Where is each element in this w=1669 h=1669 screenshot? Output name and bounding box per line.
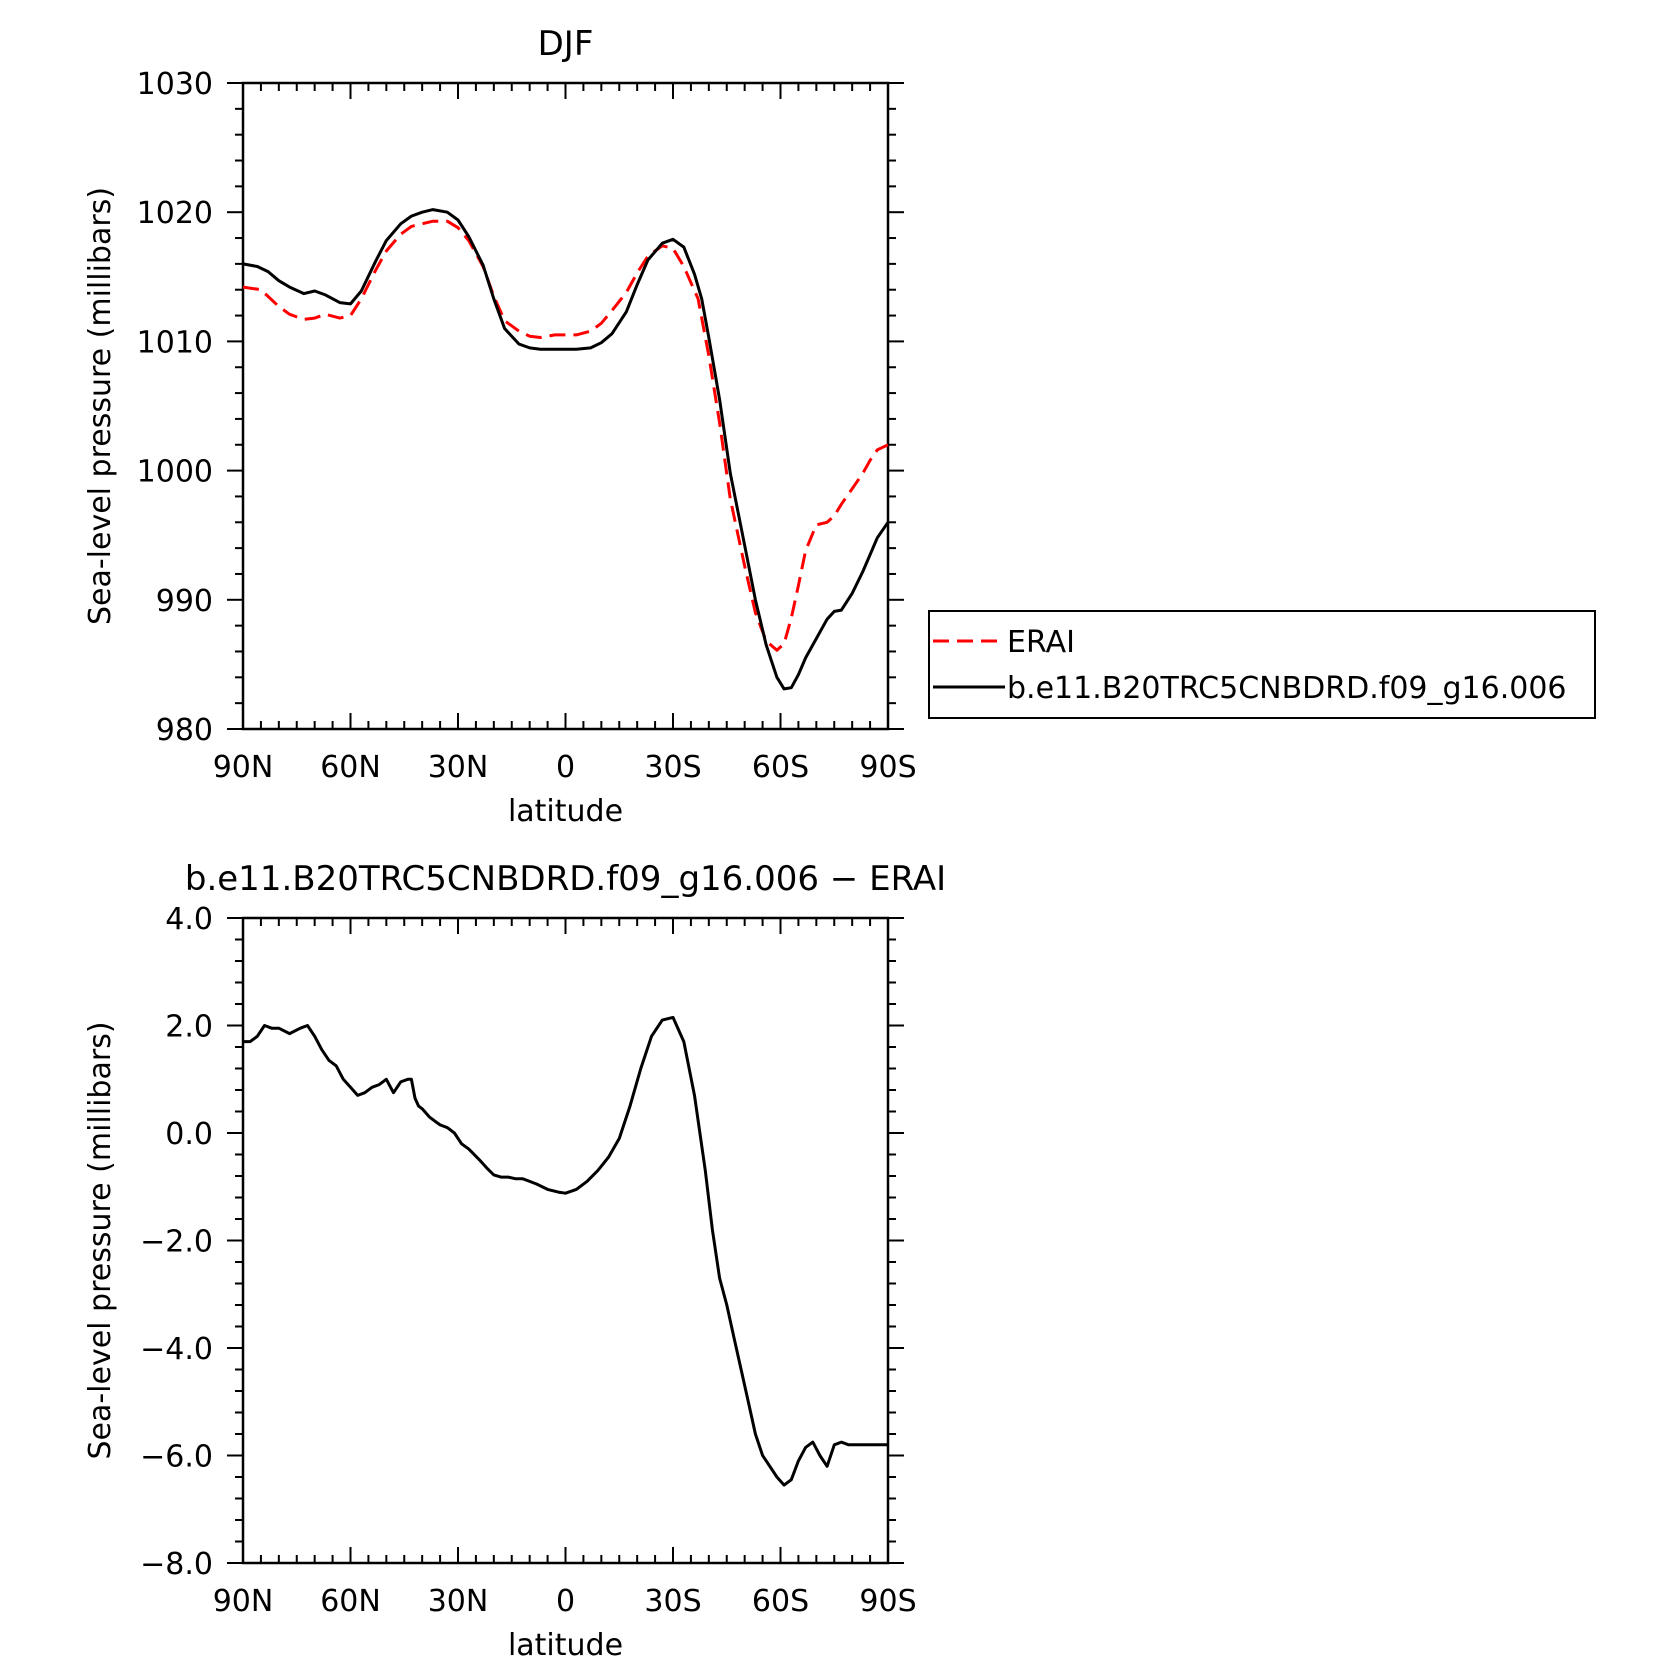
x-tick-label: 90S <box>859 1584 916 1619</box>
legend-label-1: b.e11.B20TRC5CNBDRD.f09_g16.006 <box>1007 671 1567 706</box>
x-tick-label: 0 <box>556 750 575 785</box>
x-tick-label: 30S <box>644 1584 701 1619</box>
x-tick-label: 60S <box>752 750 809 785</box>
y-tick-label: 990 <box>156 584 213 619</box>
panel-djf: DJF 90N 60N 30N 0 30S 60S 90S 980 990 1000 1010 1020… <box>83 24 917 829</box>
series-line-1 <box>242 208 890 691</box>
y-axis-label: Sea-level pressure (millibars) <box>83 187 118 625</box>
y-tick-label: −6.0 <box>140 1440 213 1475</box>
y-tick-label: −8.0 <box>140 1547 213 1582</box>
series-line-0 <box>242 219 889 652</box>
y-axis-label: Sea-level pressure (millibars) <box>83 1021 118 1459</box>
x-axis-label: latitude <box>508 794 623 829</box>
x-tick-label: 90S <box>859 750 916 785</box>
x-tick-label: 90N <box>213 1584 274 1619</box>
plot-frame <box>241 81 890 731</box>
y-tick-label: −2.0 <box>140 1225 213 1260</box>
x-tick-label: 90N <box>213 750 274 785</box>
legend-label-0: ERAI <box>1007 625 1075 660</box>
y-tick-label: 1030 <box>137 67 213 102</box>
panel-difference: b.e11.B20TRC5CNBDRD.f09_g16.006 − ERAI 90… <box>83 859 946 1663</box>
y-tick-label: 1010 <box>137 325 213 360</box>
x-tick-label: 30N <box>428 750 489 785</box>
plot-frame <box>241 916 890 1565</box>
y-tick-label: 0.0 <box>165 1117 213 1152</box>
x-tick-label: 60N <box>320 750 381 785</box>
y-tick-label: 1020 <box>137 196 213 231</box>
legend: ERAI b.e11.B20TRC5CNBDRD.f09_g16.006 <box>928 610 1596 719</box>
y-tick-label: 980 <box>156 713 213 748</box>
y-tick-label: 1000 <box>137 455 213 490</box>
x-tick-label: 0 <box>556 1584 575 1619</box>
x-tick-label: 30S <box>644 750 701 785</box>
x-tick-label: 30N <box>428 1584 489 1619</box>
legend-box <box>928 610 1596 719</box>
x-tick-label: 60S <box>752 1584 809 1619</box>
y-tick-label: 2.0 <box>165 1010 213 1045</box>
y-tick-label: −4.0 <box>140 1332 213 1367</box>
y-tick-label: 4.0 <box>165 902 213 937</box>
series-line-0 <box>243 1015 888 1487</box>
x-tick-label: 60N <box>320 1584 381 1619</box>
chart-title: DJF <box>538 24 594 64</box>
chart-title: b.e11.B20TRC5CNBDRD.f09_g16.006 − ERAI <box>185 859 946 899</box>
x-axis-label: latitude <box>508 1628 623 1663</box>
